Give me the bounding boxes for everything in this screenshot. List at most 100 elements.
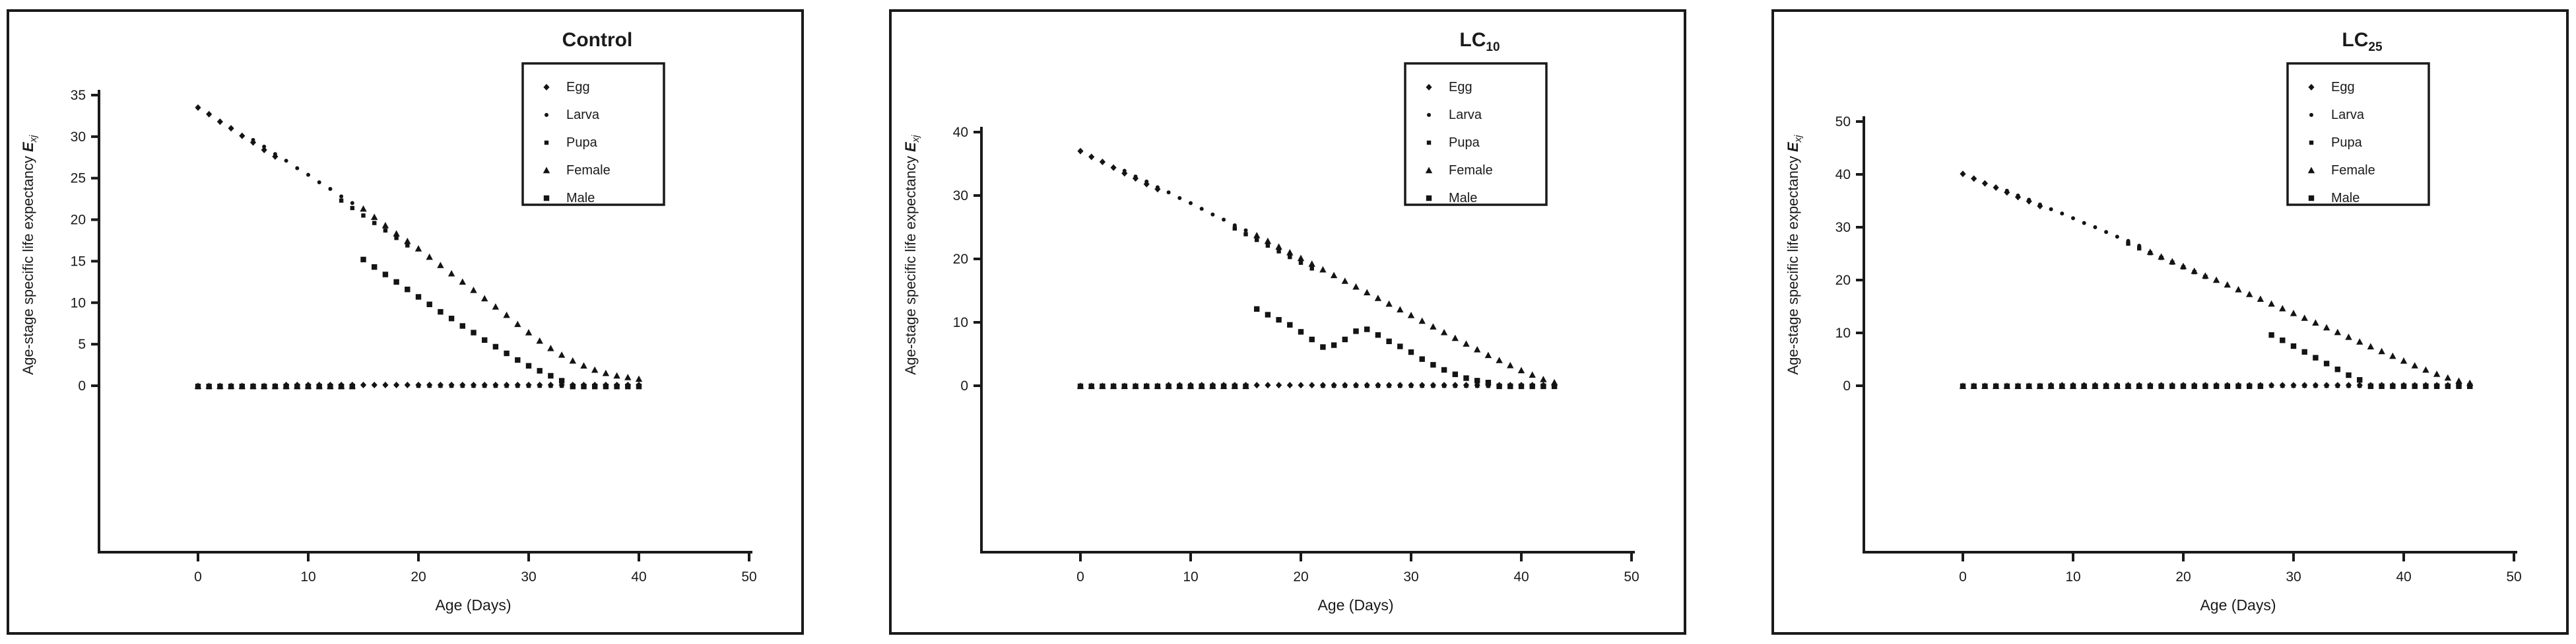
x-axis-label: Age (Days): [2200, 596, 2276, 614]
data-point-zero-male: [636, 383, 642, 390]
data-point-zero-male: [2026, 383, 2032, 389]
data-point-male: [1320, 344, 1326, 350]
data-point-zero-male: [1154, 383, 1161, 390]
legend-label-egg: Egg: [2331, 80, 2355, 94]
legend-marker-male: [2308, 195, 2315, 201]
data-point-male: [1331, 342, 1337, 348]
data-point-male: [1364, 326, 1370, 332]
data-point-larva: [1133, 174, 1138, 179]
data-point-zero-male: [2114, 383, 2120, 389]
y-tick-label: 40: [953, 125, 968, 140]
data-point-larva: [1155, 185, 1160, 190]
data-point-zero-male: [1177, 383, 1183, 390]
data-point-zero-male: [2433, 383, 2440, 389]
legend-label-pupa: Pupa: [1449, 135, 1480, 150]
data-point-zero-male: [2070, 383, 2076, 389]
data-point-male: [2323, 361, 2330, 367]
data-point-egg: [1088, 153, 1095, 161]
data-point-zero-male: [2147, 383, 2154, 389]
data-point-egg: [1960, 170, 1966, 178]
data-point-pupa: [339, 198, 344, 203]
data-point-zero-pupa: [416, 383, 421, 388]
data-point-female: [1352, 283, 1360, 290]
data-point-female: [404, 237, 411, 244]
data-point-zero-pupa: [2269, 383, 2274, 388]
data-point-zero-pupa: [1420, 383, 1424, 388]
data-point-female: [2389, 352, 2396, 359]
y-tick-label: 5: [78, 337, 86, 352]
data-point-male: [372, 264, 378, 270]
panel-lc25: LC25 0 10 20 30 40 50 0 10 20 30 40 50 Age (Days) Age-…: [1771, 9, 2569, 635]
data-point-zero-pupa: [2280, 383, 2285, 388]
x-tick-label: 0: [1959, 569, 1967, 585]
data-point-male: [415, 294, 422, 300]
data-point-female: [613, 372, 620, 379]
data-point-female: [1297, 254, 1305, 262]
data-point-egg: [1099, 159, 1106, 166]
legend-marker-larva: [2309, 113, 2313, 117]
y-tick-label: 30: [953, 188, 968, 203]
data-point-female: [2179, 262, 2187, 269]
data-point-zero-male: [283, 383, 289, 390]
data-point-female: [1407, 312, 1415, 318]
data-point-larva: [2037, 202, 2042, 207]
data-point-female: [2433, 371, 2441, 377]
data-point-female: [2268, 300, 2275, 307]
data-point-larva: [2115, 234, 2119, 239]
data-point-zero-male: [2467, 383, 2473, 389]
legend-label-egg: Egg: [1449, 80, 1472, 94]
x-tick-label: 10: [1183, 569, 1198, 585]
x-tick-label: 0: [1076, 569, 1084, 585]
data-point-male: [515, 357, 521, 363]
data-point-male: [426, 301, 432, 307]
data-point-zero-larva: [1265, 383, 1270, 388]
y-tick-label: 0: [78, 378, 86, 394]
data-point-zero-male: [1088, 383, 1094, 390]
data-point-female: [2422, 366, 2429, 373]
data-point-pupa: [1255, 238, 1259, 242]
data-point-egg: [1143, 180, 1150, 188]
data-point-zero-pupa: [2324, 383, 2329, 388]
data-point-zero-male: [2247, 383, 2253, 389]
data-point-zero-male: [2400, 383, 2407, 389]
data-point-zero-male: [2092, 383, 2098, 389]
data-point-pupa: [350, 205, 354, 211]
data-point-male: [1353, 328, 1359, 334]
data-point-female: [2455, 377, 2462, 384]
data-point-female: [536, 337, 543, 344]
legend-label-larva: Larva: [1449, 108, 1482, 122]
data-point-female: [2257, 295, 2264, 302]
data-point-larva: [2082, 221, 2086, 225]
y-tick-label: 15: [71, 254, 86, 269]
data-point-pupa: [1276, 249, 1281, 254]
data-point-male: [2290, 343, 2297, 349]
data-point-male: [2280, 338, 2286, 343]
data-point-male: [504, 350, 510, 357]
data-point-zero-male: [614, 383, 620, 390]
data-point-pupa: [1298, 260, 1304, 265]
data-point-female: [2235, 286, 2242, 293]
data-point-female: [371, 213, 378, 220]
data-point-male: [482, 337, 488, 343]
data-point-zero-male: [1110, 383, 1117, 390]
data-point-larva: [306, 172, 310, 177]
data-point-female: [1264, 237, 1272, 244]
data-point-female: [1484, 351, 1492, 359]
data-point-pupa: [405, 243, 410, 248]
data-point-male: [558, 378, 565, 384]
data-point-male: [2346, 372, 2352, 378]
data-point-male: [438, 308, 444, 315]
legend-label-male: Male: [2331, 191, 2360, 205]
y-tick-label: 0: [1843, 378, 1851, 394]
data-point-larva: [2004, 188, 2009, 193]
data-point-female: [2312, 319, 2319, 326]
data-point-zero-male: [195, 383, 201, 390]
panel-control: Control 0 5 10 15 20 25 30 35 0 10 20 30 40 50 Age (Day…: [7, 9, 804, 635]
data-point-egg: [261, 146, 267, 153]
data-point-zero-male: [261, 383, 267, 390]
x-tick-label: 30: [2286, 569, 2301, 585]
data-point-female: [1275, 243, 1282, 250]
data-point-male: [1452, 371, 1458, 377]
data-point-female: [1430, 323, 1437, 330]
data-point-zero-pupa: [2302, 383, 2307, 388]
